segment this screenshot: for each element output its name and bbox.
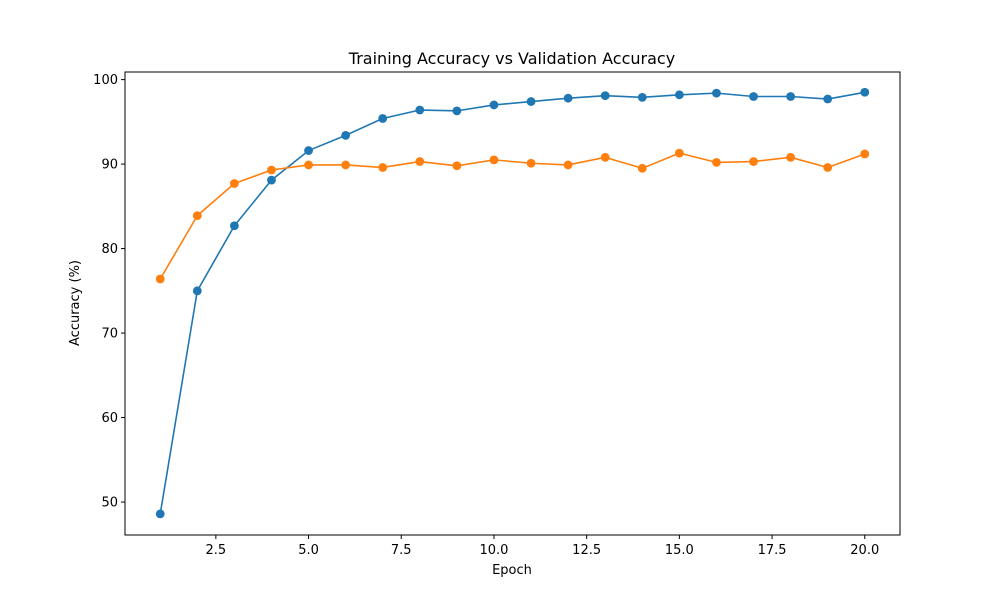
x-axis-ticks: 2.5 5.0 7.5 10.0 12.5 15.0 17.5 20.0 (206, 535, 879, 558)
y-tick-label: 50 (101, 496, 118, 511)
x-tick-label: 12.5 (572, 543, 601, 558)
data-point (712, 88, 721, 98)
data-point (155, 274, 165, 284)
series-2 (155, 148, 870, 284)
x-tick-label: 20.0 (850, 543, 879, 558)
data-point (563, 160, 573, 170)
y-tick-label: 60 (101, 411, 118, 426)
x-tick-label: 17.5 (758, 543, 787, 558)
data-point (415, 157, 425, 166)
data-point (155, 509, 165, 519)
data-point (786, 92, 796, 101)
data-point (415, 105, 425, 115)
data-point (749, 157, 758, 166)
data-point (563, 93, 573, 103)
data-point (452, 161, 462, 171)
y-tick-label: 70 (101, 327, 118, 342)
data-point (749, 92, 758, 101)
data-point (489, 100, 499, 110)
data-point (378, 163, 388, 172)
y-tick-label: 90 (101, 158, 118, 173)
data-point (526, 97, 536, 106)
x-tick-label: 15.0 (665, 543, 694, 558)
plot-area-border (124, 71, 901, 536)
data-point (860, 149, 870, 159)
x-tick-label: 2.5 (206, 543, 227, 558)
series-layer (155, 87, 870, 519)
axes-frame (124, 71, 901, 536)
data-point (674, 148, 684, 158)
data-point (341, 160, 351, 170)
data-point (304, 160, 313, 170)
y-axis-label: Accuracy (%) (68, 260, 83, 346)
data-point (860, 87, 870, 97)
data-point (489, 155, 499, 165)
data-point (192, 211, 202, 221)
data-point (600, 91, 610, 101)
data-point (192, 286, 202, 296)
data-point (267, 175, 276, 185)
y-tick-label: 80 (101, 242, 118, 257)
data-point (378, 114, 388, 123)
data-point (674, 90, 684, 100)
y-tick-label: 100 (93, 73, 118, 88)
x-tick-label: 10.0 (479, 543, 508, 558)
x-axis-label: Epoch (492, 563, 532, 578)
x-tick-label: 7.5 (391, 543, 412, 558)
data-point (452, 106, 462, 116)
series-1 (155, 87, 870, 519)
data-point (341, 130, 351, 140)
data-point (229, 179, 239, 188)
data-point (267, 165, 276, 175)
data-point (637, 163, 647, 173)
y-axis-ticks: 50 60 70 80 90 100 (93, 73, 125, 511)
data-point (304, 146, 313, 155)
data-point (712, 158, 721, 167)
data-point (823, 163, 833, 172)
data-point (526, 158, 536, 168)
data-point (229, 221, 239, 231)
data-point (637, 92, 647, 102)
data-point (786, 152, 796, 162)
series-line (159, 91, 865, 515)
data-point (600, 152, 610, 162)
data-point (823, 94, 833, 104)
x-tick-label: 5.0 (298, 543, 319, 558)
chart-title: Training Accuracy vs Validation Accuracy (348, 49, 675, 68)
series-line (159, 152, 866, 280)
